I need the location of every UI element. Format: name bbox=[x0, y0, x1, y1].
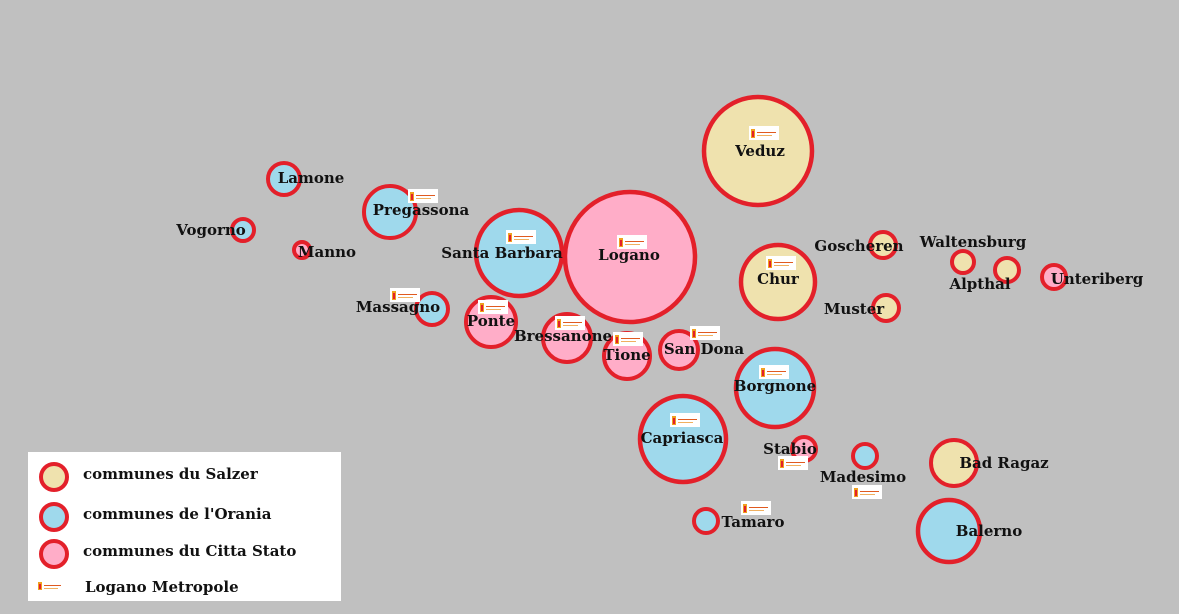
commune-label-bressanone: Bressanone bbox=[514, 327, 612, 345]
commune-label-capriasca: Capriasca bbox=[641, 429, 724, 447]
orania-circle-icon bbox=[39, 502, 69, 532]
commune-circle-massagno bbox=[414, 291, 450, 327]
metropole-logo-icon-ponte bbox=[478, 300, 508, 314]
commune-label-logano: Logano bbox=[598, 246, 660, 264]
commune-circle-tamaro bbox=[692, 507, 720, 535]
metropole-logo-icon-san-dona bbox=[690, 326, 720, 340]
commune-label-stabio: Stabio bbox=[763, 440, 817, 458]
commune-circle-unteriberg bbox=[1040, 263, 1068, 291]
commune-circle-lamone bbox=[266, 161, 302, 197]
commune-label-waltensburg: Waltensburg bbox=[919, 233, 1027, 251]
commune-circle-waltensburg bbox=[950, 249, 976, 275]
legend-label-metropole: Logano Metropole bbox=[85, 578, 239, 596]
commune-label-bad-ragaz: Bad Ragaz bbox=[959, 454, 1049, 472]
metropole-logo-icon-stabio bbox=[778, 456, 808, 470]
commune-label-borgnone: Borgnone bbox=[734, 377, 816, 395]
legend-item-salzer: communes du Salzer bbox=[28, 459, 341, 492]
commune-label-chur: Chur bbox=[757, 270, 800, 288]
commune-circle-alpthal bbox=[993, 256, 1021, 284]
commune-label-manno: Manno bbox=[298, 243, 356, 261]
legend-item-metropole: Logano Metropole bbox=[28, 572, 341, 602]
commune-label-tamaro: Tamaro bbox=[722, 513, 785, 531]
metropole-logo-icon-pregassona bbox=[408, 189, 438, 203]
legend: communes du Salzer communes de l'Orania … bbox=[28, 452, 341, 601]
commune-label-vogorno: Vogorno bbox=[175, 221, 246, 239]
commune-label-san-dona: San Dona bbox=[664, 340, 745, 358]
metropole-logo-icon-madesimo bbox=[852, 485, 882, 499]
commune-circle-san-dona bbox=[658, 329, 700, 371]
legend-label-orania: communes de l'Orania bbox=[83, 505, 272, 523]
commune-circle-pregassona bbox=[362, 184, 418, 240]
salzer-circle-icon bbox=[39, 462, 69, 492]
commune-circle-balerno bbox=[915, 497, 983, 565]
metropole-logo-icon-chur bbox=[766, 256, 796, 270]
metropole-logo-icon bbox=[37, 580, 63, 592]
commune-circle-muster bbox=[871, 293, 901, 323]
commune-circle-capriasca bbox=[637, 393, 729, 485]
commune-circle-bad-ragaz bbox=[929, 438, 979, 488]
commune-circle-goscheren bbox=[868, 230, 898, 260]
commune-circle-veduz bbox=[701, 94, 815, 208]
commune-label-ponte: Ponte bbox=[467, 312, 515, 330]
commune-label-muster: Muster bbox=[824, 300, 885, 318]
commune-label-unteriberg: Unteriberg bbox=[1051, 270, 1144, 288]
commune-label-veduz: Veduz bbox=[734, 142, 785, 160]
legend-label-salzer: communes du Salzer bbox=[83, 465, 258, 483]
metropole-logo-icon-capriasca bbox=[670, 413, 700, 427]
commune-circle-madesimo bbox=[851, 442, 879, 470]
commune-label-lamone: Lamone bbox=[278, 169, 345, 187]
citta-stato-circle-icon bbox=[39, 539, 69, 569]
legend-item-citta-stato: communes du Citta Stato bbox=[28, 536, 341, 569]
commune-circle-santa-barbara bbox=[473, 207, 565, 299]
legend-item-orania: communes de l'Orania bbox=[28, 499, 341, 532]
commune-circle-logano bbox=[562, 189, 698, 325]
metropole-logo-icon-massagno bbox=[390, 288, 420, 302]
metropole-logo-icon-veduz bbox=[749, 126, 779, 140]
commune-label-tione: Tione bbox=[603, 346, 650, 364]
commune-label-alpthal: Alpthal bbox=[948, 275, 1010, 293]
metropole-logo-icon-santa-barbara bbox=[506, 230, 536, 244]
commune-label-madesimo: Madesimo bbox=[820, 468, 906, 486]
metropole-logo-icon-logano bbox=[617, 235, 647, 249]
commune-label-goscheren: Goscheren bbox=[814, 237, 903, 255]
commune-circle-vogorno bbox=[230, 217, 256, 243]
metropole-logo-icon-tamaro bbox=[741, 501, 771, 515]
commune-circle-chur bbox=[738, 242, 818, 322]
metropole-logo-icon-tione bbox=[613, 332, 643, 346]
commune-label-santa-barbara: Santa Barbara bbox=[441, 244, 563, 262]
commune-circle-manno bbox=[292, 240, 312, 260]
commune-label-massagno: Massagno bbox=[356, 298, 440, 316]
commune-label-balerno: Balerno bbox=[956, 522, 1022, 540]
legend-label-citta-stato: communes du Citta Stato bbox=[83, 542, 297, 560]
commune-circle-borgnone bbox=[733, 346, 817, 430]
metropole-logo-icon-bressanone bbox=[555, 316, 585, 330]
commune-label-pregassona: Pregassona bbox=[373, 201, 470, 219]
metropole-logo-icon-borgnone bbox=[759, 365, 789, 379]
